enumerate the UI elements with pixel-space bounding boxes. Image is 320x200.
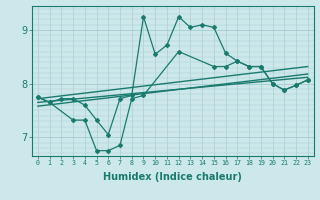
X-axis label: Humidex (Indice chaleur): Humidex (Indice chaleur)	[103, 172, 242, 182]
